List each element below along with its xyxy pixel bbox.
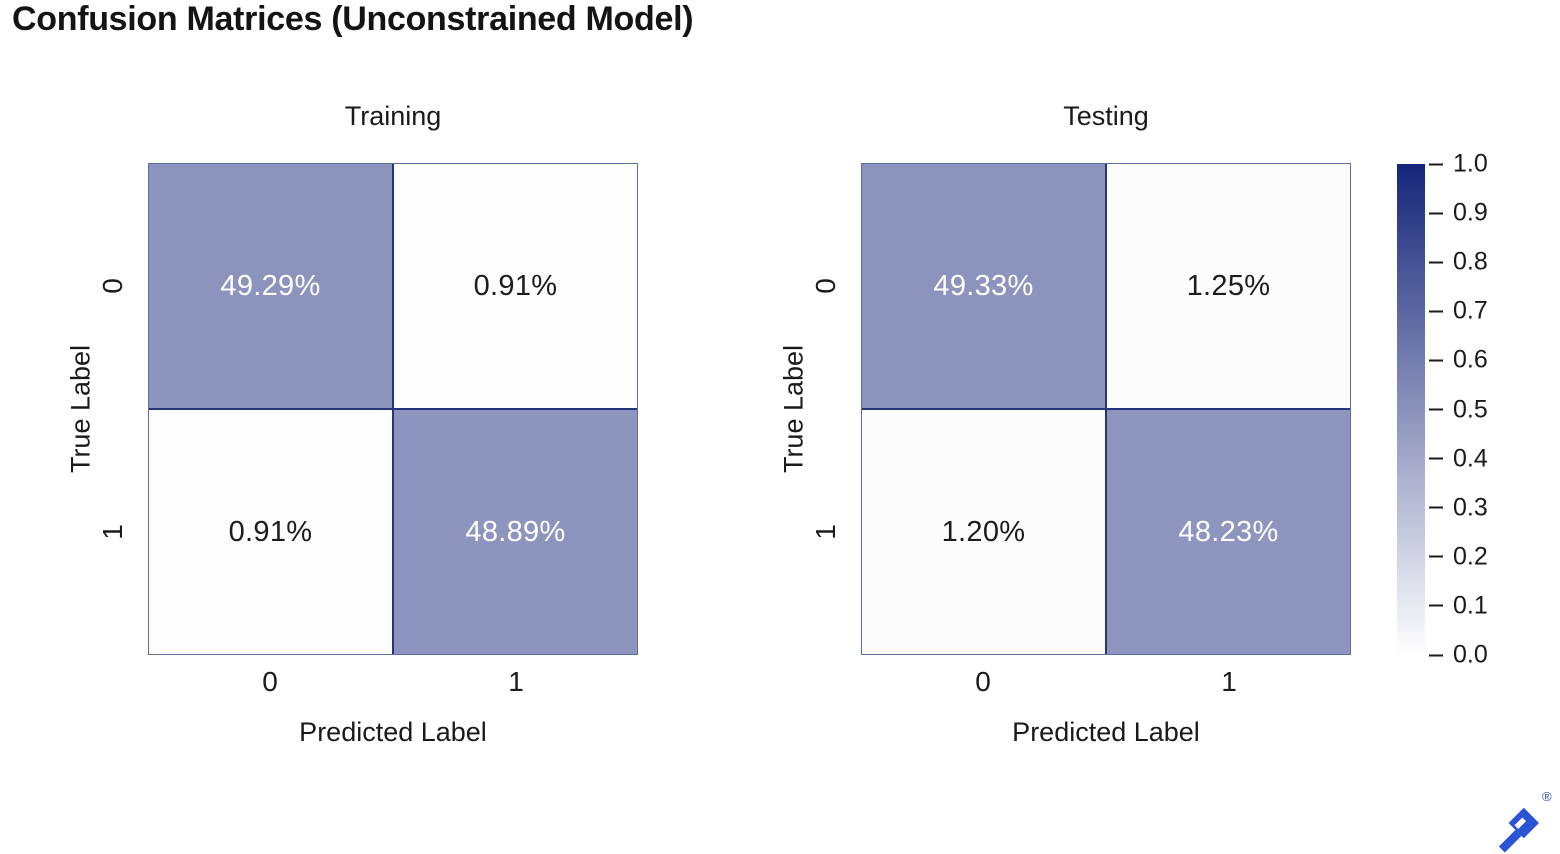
colorbar-tick-mark (1429, 457, 1443, 460)
colorbar-tick-label: 0.6 (1453, 345, 1488, 374)
colorbar-tick-0.5: 0.5 (1425, 395, 1488, 424)
y-axis-label: True Label (65, 344, 96, 474)
colorbar-tick-0.8: 0.8 (1425, 248, 1488, 277)
colorbar-tick-label: 0.0 (1453, 640, 1488, 669)
colorbar-tick-label: 0.4 (1453, 444, 1488, 473)
colorbar-tick-mark (1429, 506, 1443, 509)
colorbar-tick-0.6: 0.6 (1425, 346, 1488, 375)
matrix-cell-true1-pred0: 0.91% (149, 410, 392, 654)
registered-trademark-symbol: ® (1542, 789, 1552, 804)
colorbar-tick-0.2: 0.2 (1425, 542, 1488, 571)
subplot-title-testing: Testing (1063, 101, 1149, 131)
y-tick-label-1: 1 (97, 524, 128, 540)
subplot-training: Training 0 1 True Label 49.29% 0.91% 0.91%… (0, 0, 700, 790)
colorbar-tick-mark (1429, 359, 1443, 362)
toptal-logo-mark (1498, 807, 1539, 853)
matrix-cell-true0-pred1: 1.25% (1107, 164, 1350, 408)
matrix-cell-true1-pred1: 48.23% (1107, 410, 1350, 654)
colorbar-tick-mark (1429, 212, 1443, 215)
matrix-cell-true0-pred0: 49.33% (862, 164, 1105, 408)
colorbar-tick-mark (1429, 310, 1443, 313)
y-tick-label-0: 0 (810, 278, 841, 294)
y-axis-label: True Label (778, 344, 809, 474)
y-tick-label-1: 1 (810, 524, 841, 540)
x-tick-label-0: 0 (262, 666, 278, 697)
colorbar-tick-0.3: 0.3 (1425, 493, 1488, 522)
y-tick-label-0: 0 (97, 278, 128, 294)
colorbar-tick-label: 0.8 (1453, 247, 1488, 276)
page-title: Confusion Matrices (Unconstrained Model) (12, 0, 694, 38)
colorbar-tick-mark (1429, 604, 1443, 607)
colorbar-tick-label: 0.3 (1453, 493, 1488, 522)
colorbar-tick-label: 0.1 (1453, 591, 1488, 620)
colorbar-gradient (1397, 164, 1425, 655)
matrix-cell-true1-pred0: 1.20% (862, 410, 1105, 654)
colorbar-tick-1.0: 1.0 (1425, 150, 1488, 179)
colorbar-tick-label: 0.7 (1453, 296, 1488, 325)
colorbar-tick-0.9: 0.9 (1425, 199, 1488, 228)
colorbar-tick-0.0: 0.0 (1425, 641, 1488, 670)
subplot-testing: Testing 0 1 True Label 49.33% 1.25% 1.20% 4… (713, 0, 1413, 790)
matrix-cell-true1-pred1: 48.89% (394, 410, 637, 654)
colorbar-tick-mark (1429, 654, 1443, 656)
matrix-cell-true0-pred0: 49.29% (149, 164, 392, 408)
colorbar-tick-label: 1.0 (1453, 149, 1488, 178)
colorbar-tick-mark (1429, 555, 1443, 558)
colorbar-tick-label: 0.9 (1453, 198, 1488, 227)
colorbar-tick-label: 0.5 (1453, 395, 1488, 423)
colorbar-tick-0.7: 0.7 (1425, 297, 1488, 326)
x-axis-label: Predicted Label (299, 717, 487, 747)
confusion-matrix-testing: 49.33% 1.25% 1.20% 48.23% (861, 163, 1351, 655)
toptal-logo (1497, 805, 1545, 853)
colorbar-tick-0.4: 0.4 (1425, 444, 1488, 473)
x-tick-label-1: 1 (508, 666, 524, 697)
colorbar-ticks: 1.0 0.9 0.8 0.7 0.6 0.5 0.4 0.3 0.2 0.1 0.0 (1425, 150, 1515, 669)
colorbar-tick-label: 0.2 (1453, 542, 1488, 571)
colorbar: 1.0 0.9 0.8 0.7 0.6 0.5 0.4 0.3 0.2 0.1 0.0 (1397, 150, 1488, 669)
colorbar-tick-mark (1429, 163, 1443, 165)
matrix-cell-true0-pred1: 0.91% (394, 164, 637, 408)
colorbar-tick-mark (1429, 261, 1443, 264)
x-tick-label-0: 0 (975, 666, 991, 697)
confusion-matrix-training: 49.29% 0.91% 0.91% 48.89% (148, 163, 638, 655)
colorbar-tick-0.1: 0.1 (1425, 591, 1488, 620)
subplot-title-training: Training (344, 101, 442, 131)
colorbar-tick-mark (1429, 408, 1443, 411)
x-axis-label: Predicted Label (1012, 717, 1200, 747)
x-tick-label-1: 1 (1221, 666, 1237, 697)
